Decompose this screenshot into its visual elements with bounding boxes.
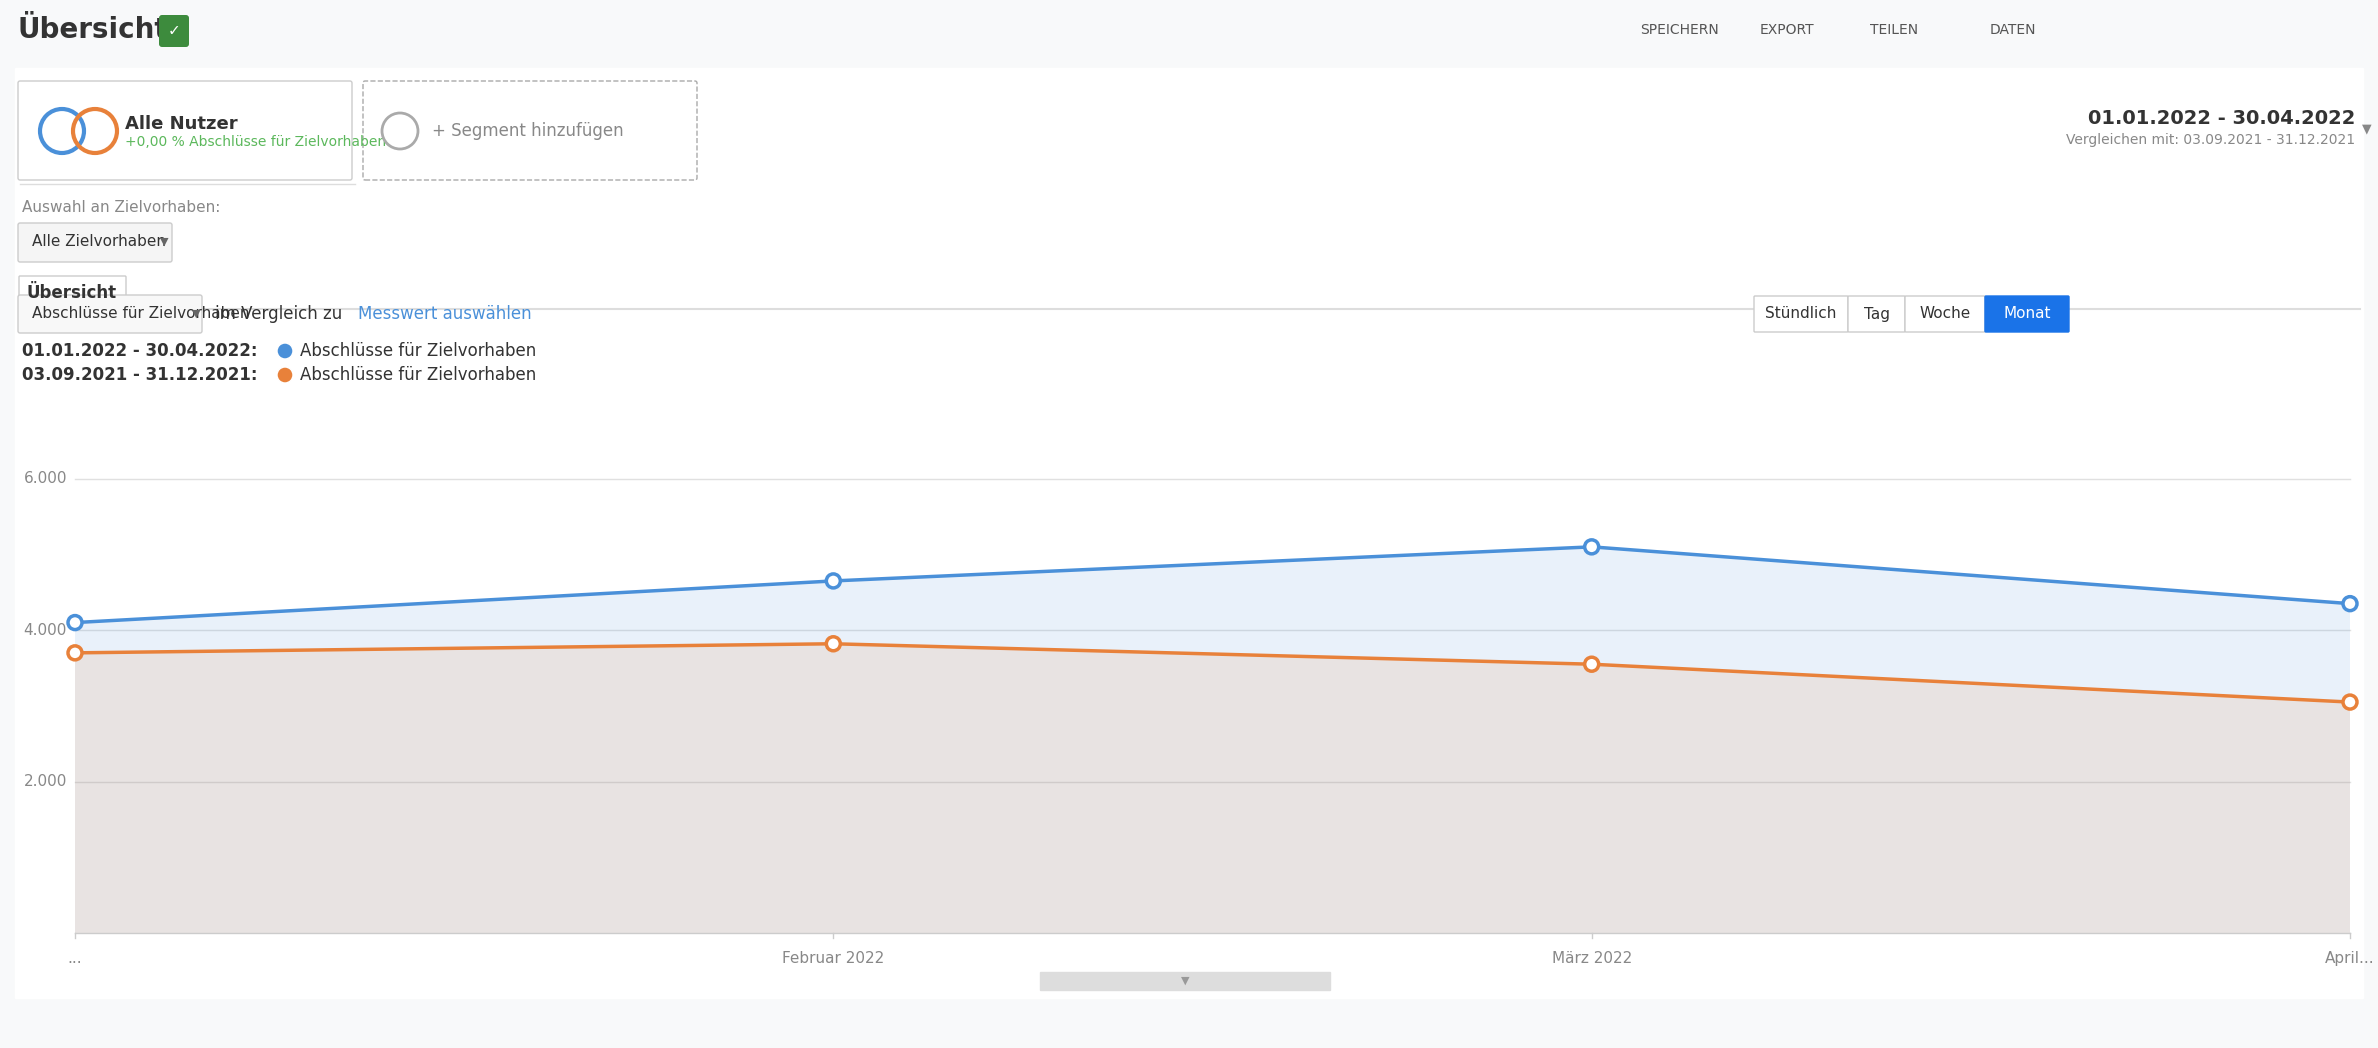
- FancyBboxPatch shape: [1905, 296, 1986, 332]
- Text: 2.000: 2.000: [24, 774, 67, 789]
- FancyBboxPatch shape: [19, 294, 202, 333]
- Text: April...: April...: [2326, 951, 2376, 966]
- FancyBboxPatch shape: [1986, 296, 2069, 332]
- Text: DATEN: DATEN: [1990, 23, 2036, 37]
- Text: ▼: ▼: [2361, 123, 2371, 135]
- Text: 4.000: 4.000: [24, 623, 67, 637]
- Text: + Segment hinzufügen: + Segment hinzufügen: [433, 122, 623, 140]
- Text: SPEICHERN: SPEICHERN: [1641, 23, 1719, 37]
- Text: Tag: Tag: [1864, 306, 1891, 322]
- Circle shape: [1584, 657, 1598, 671]
- FancyBboxPatch shape: [364, 81, 697, 180]
- Text: EXPORT: EXPORT: [1760, 23, 1814, 37]
- Circle shape: [1584, 540, 1598, 553]
- Text: ▼: ▼: [1182, 976, 1189, 986]
- Text: Vergleichen mit: 03.09.2021 - 31.12.2021: Vergleichen mit: 03.09.2021 - 31.12.2021: [2066, 133, 2354, 147]
- FancyBboxPatch shape: [1848, 296, 1905, 332]
- Text: März 2022: März 2022: [1550, 951, 1631, 966]
- Text: Woche: Woche: [1919, 306, 1971, 322]
- Text: Auswahl an Zielvorhaben:: Auswahl an Zielvorhaben:: [21, 200, 221, 216]
- Text: ...: ...: [67, 951, 83, 966]
- Circle shape: [69, 646, 81, 660]
- Polygon shape: [76, 547, 2349, 933]
- Text: ▼: ▼: [159, 237, 169, 247]
- Circle shape: [276, 367, 292, 383]
- Text: im Vergleich zu: im Vergleich zu: [214, 305, 342, 323]
- Text: +0,00 % Abschlüsse für Zielvorhaben: +0,00 % Abschlüsse für Zielvorhaben: [126, 135, 385, 149]
- Circle shape: [276, 343, 292, 359]
- Text: Abschlüsse für Zielvorhaben: Abschlüsse für Zielvorhaben: [300, 342, 537, 361]
- Circle shape: [2342, 596, 2357, 611]
- Text: 01.01.2022 - 30.04.2022:: 01.01.2022 - 30.04.2022:: [21, 342, 257, 361]
- Text: Monat: Monat: [2002, 306, 2050, 322]
- Text: TEILEN: TEILEN: [1869, 23, 1919, 37]
- Text: Februar 2022: Februar 2022: [782, 951, 885, 966]
- Text: 6.000: 6.000: [24, 472, 67, 486]
- Text: Alle Nutzer: Alle Nutzer: [126, 115, 238, 133]
- Text: Abschlüsse für Zielvorhaben: Abschlüsse für Zielvorhaben: [31, 306, 250, 322]
- FancyBboxPatch shape: [159, 15, 188, 47]
- Bar: [1039, 971, 1329, 990]
- FancyBboxPatch shape: [19, 276, 126, 310]
- Text: Übersicht: Übersicht: [26, 284, 117, 302]
- Circle shape: [69, 615, 81, 630]
- Bar: [14, 68, 2364, 998]
- Text: 03.09.2021 - 31.12.2021:: 03.09.2021 - 31.12.2021:: [21, 366, 257, 384]
- Text: Alle Zielvorhaben: Alle Zielvorhaben: [31, 235, 166, 249]
- Text: ▼: ▼: [193, 309, 200, 319]
- FancyBboxPatch shape: [19, 223, 171, 262]
- Text: Messwert auswählen: Messwert auswählen: [359, 305, 533, 323]
- Circle shape: [2342, 695, 2357, 709]
- Circle shape: [825, 637, 839, 651]
- Bar: [0, 0, 2378, 60]
- Text: 01.01.2022 - 30.04.2022: 01.01.2022 - 30.04.2022: [2088, 109, 2354, 128]
- Circle shape: [825, 574, 839, 588]
- Text: Abschlüsse für Zielvorhaben: Abschlüsse für Zielvorhaben: [300, 366, 537, 384]
- FancyBboxPatch shape: [1755, 296, 1848, 332]
- Text: ✓: ✓: [166, 23, 181, 39]
- FancyBboxPatch shape: [19, 81, 352, 180]
- Text: Stündlich: Stündlich: [1764, 306, 1836, 322]
- Polygon shape: [76, 643, 2349, 933]
- Text: Übersicht: Übersicht: [19, 16, 169, 44]
